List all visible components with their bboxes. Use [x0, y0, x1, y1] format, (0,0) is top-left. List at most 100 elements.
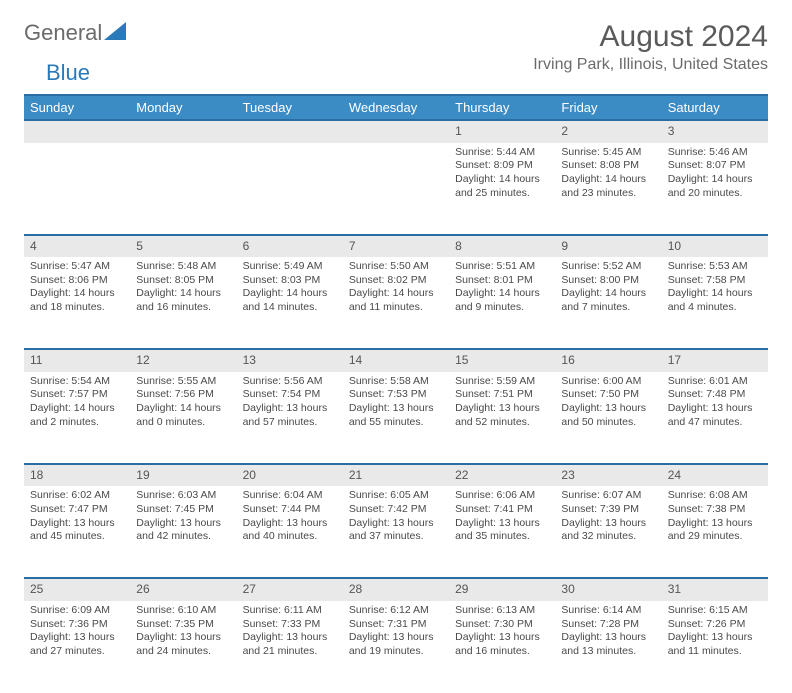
- day-cell: Sunrise: 6:02 AMSunset: 7:47 PMDaylight:…: [24, 486, 130, 578]
- day-cell: [343, 143, 449, 235]
- day-cell: Sunrise: 5:46 AMSunset: 8:07 PMDaylight:…: [662, 143, 768, 235]
- day-cell: Sunrise: 6:03 AMSunset: 7:45 PMDaylight:…: [130, 486, 236, 578]
- day-number: 19: [130, 464, 236, 487]
- day-number: 5: [130, 235, 236, 258]
- sunrise-text: Sunrise: 6:04 AM: [243, 489, 337, 503]
- sunrise-text: Sunrise: 5:46 AM: [668, 146, 762, 160]
- daylight-text: Daylight: 13 hours and 11 minutes.: [668, 631, 762, 658]
- day-number: 21: [343, 464, 449, 487]
- daylight-text: Daylight: 13 hours and 55 minutes.: [349, 402, 443, 429]
- daylight-text: Daylight: 13 hours and 29 minutes.: [668, 517, 762, 544]
- sunrise-text: Sunrise: 6:11 AM: [243, 604, 337, 618]
- sunset-text: Sunset: 8:03 PM: [243, 274, 337, 288]
- day-cell: Sunrise: 6:08 AMSunset: 7:38 PMDaylight:…: [662, 486, 768, 578]
- daylight-text: Daylight: 14 hours and 0 minutes.: [136, 402, 230, 429]
- day-cell: Sunrise: 5:45 AMSunset: 8:08 PMDaylight:…: [555, 143, 661, 235]
- month-title: August 2024: [533, 20, 768, 54]
- day-cell: Sunrise: 6:06 AMSunset: 7:41 PMDaylight:…: [449, 486, 555, 578]
- weekday-header: Friday: [555, 95, 661, 120]
- sunset-text: Sunset: 7:54 PM: [243, 388, 337, 402]
- day-number: 12: [130, 349, 236, 372]
- day-number-row: 18192021222324: [24, 464, 768, 487]
- day-number: [343, 120, 449, 143]
- day-number: 16: [555, 349, 661, 372]
- daylight-text: Daylight: 13 hours and 32 minutes.: [561, 517, 655, 544]
- sunset-text: Sunset: 7:58 PM: [668, 274, 762, 288]
- day-cell: Sunrise: 5:52 AMSunset: 8:00 PMDaylight:…: [555, 257, 661, 349]
- day-cell: Sunrise: 5:59 AMSunset: 7:51 PMDaylight:…: [449, 372, 555, 464]
- weekday-header: Sunday: [24, 95, 130, 120]
- sunset-text: Sunset: 8:01 PM: [455, 274, 549, 288]
- sunset-text: Sunset: 7:45 PM: [136, 503, 230, 517]
- weekday-header: Thursday: [449, 95, 555, 120]
- daylight-text: Daylight: 13 hours and 50 minutes.: [561, 402, 655, 429]
- day-cell: Sunrise: 6:05 AMSunset: 7:42 PMDaylight:…: [343, 486, 449, 578]
- logo-text-general: General: [24, 20, 102, 46]
- day-number: 31: [662, 578, 768, 601]
- day-number: 10: [662, 235, 768, 258]
- day-number: 7: [343, 235, 449, 258]
- sunset-text: Sunset: 7:33 PM: [243, 618, 337, 632]
- day-cell: Sunrise: 5:51 AMSunset: 8:01 PMDaylight:…: [449, 257, 555, 349]
- sunrise-text: Sunrise: 6:02 AM: [30, 489, 124, 503]
- day-number-row: 25262728293031: [24, 578, 768, 601]
- day-number: 23: [555, 464, 661, 487]
- sunset-text: Sunset: 8:09 PM: [455, 159, 549, 173]
- day-number: 17: [662, 349, 768, 372]
- daylight-text: Daylight: 14 hours and 23 minutes.: [561, 173, 655, 200]
- sunset-text: Sunset: 7:42 PM: [349, 503, 443, 517]
- day-cell: Sunrise: 5:54 AMSunset: 7:57 PMDaylight:…: [24, 372, 130, 464]
- sunrise-text: Sunrise: 6:13 AM: [455, 604, 549, 618]
- day-cell: Sunrise: 6:04 AMSunset: 7:44 PMDaylight:…: [237, 486, 343, 578]
- day-number: 6: [237, 235, 343, 258]
- sunrise-text: Sunrise: 5:55 AM: [136, 375, 230, 389]
- day-cell: [130, 143, 236, 235]
- sunset-text: Sunset: 8:02 PM: [349, 274, 443, 288]
- day-cell: Sunrise: 6:15 AMSunset: 7:26 PMDaylight:…: [662, 601, 768, 693]
- day-number: 15: [449, 349, 555, 372]
- daylight-text: Daylight: 14 hours and 11 minutes.: [349, 287, 443, 314]
- sunset-text: Sunset: 7:41 PM: [455, 503, 549, 517]
- day-cell: Sunrise: 5:50 AMSunset: 8:02 PMDaylight:…: [343, 257, 449, 349]
- sunrise-text: Sunrise: 6:12 AM: [349, 604, 443, 618]
- day-number: 11: [24, 349, 130, 372]
- sunrise-text: Sunrise: 6:15 AM: [668, 604, 762, 618]
- day-number: 2: [555, 120, 661, 143]
- day-cell: Sunrise: 6:10 AMSunset: 7:35 PMDaylight:…: [130, 601, 236, 693]
- sunset-text: Sunset: 7:35 PM: [136, 618, 230, 632]
- day-cell: Sunrise: 6:13 AMSunset: 7:30 PMDaylight:…: [449, 601, 555, 693]
- daylight-text: Daylight: 13 hours and 42 minutes.: [136, 517, 230, 544]
- day-number: 28: [343, 578, 449, 601]
- day-cell: Sunrise: 6:12 AMSunset: 7:31 PMDaylight:…: [343, 601, 449, 693]
- sunrise-text: Sunrise: 5:51 AM: [455, 260, 549, 274]
- day-cell: Sunrise: 6:00 AMSunset: 7:50 PMDaylight:…: [555, 372, 661, 464]
- sunset-text: Sunset: 8:08 PM: [561, 159, 655, 173]
- sunrise-text: Sunrise: 5:50 AM: [349, 260, 443, 274]
- sunrise-text: Sunrise: 5:58 AM: [349, 375, 443, 389]
- day-number: 14: [343, 349, 449, 372]
- calendar-header-row: SundayMondayTuesdayWednesdayThursdayFrid…: [24, 95, 768, 120]
- daylight-text: Daylight: 13 hours and 27 minutes.: [30, 631, 124, 658]
- sunset-text: Sunset: 7:26 PM: [668, 618, 762, 632]
- sunrise-text: Sunrise: 6:00 AM: [561, 375, 655, 389]
- daylight-text: Daylight: 13 hours and 24 minutes.: [136, 631, 230, 658]
- day-cell: Sunrise: 6:01 AMSunset: 7:48 PMDaylight:…: [662, 372, 768, 464]
- weekday-header: Monday: [130, 95, 236, 120]
- sunrise-text: Sunrise: 6:03 AM: [136, 489, 230, 503]
- sunrise-text: Sunrise: 6:01 AM: [668, 375, 762, 389]
- weekday-header: Wednesday: [343, 95, 449, 120]
- logo-sail-icon: [104, 22, 126, 45]
- logo-text-blue: Blue: [46, 60, 90, 85]
- day-cell: Sunrise: 6:09 AMSunset: 7:36 PMDaylight:…: [24, 601, 130, 693]
- daylight-text: Daylight: 13 hours and 21 minutes.: [243, 631, 337, 658]
- day-number: 4: [24, 235, 130, 258]
- sunset-text: Sunset: 7:38 PM: [668, 503, 762, 517]
- weekday-header: Tuesday: [237, 95, 343, 120]
- daylight-text: Daylight: 13 hours and 19 minutes.: [349, 631, 443, 658]
- sunset-text: Sunset: 7:47 PM: [30, 503, 124, 517]
- daylight-text: Daylight: 13 hours and 37 minutes.: [349, 517, 443, 544]
- day-cell: Sunrise: 5:49 AMSunset: 8:03 PMDaylight:…: [237, 257, 343, 349]
- logo: General: [24, 20, 128, 46]
- sunset-text: Sunset: 7:51 PM: [455, 388, 549, 402]
- sunrise-text: Sunrise: 6:06 AM: [455, 489, 549, 503]
